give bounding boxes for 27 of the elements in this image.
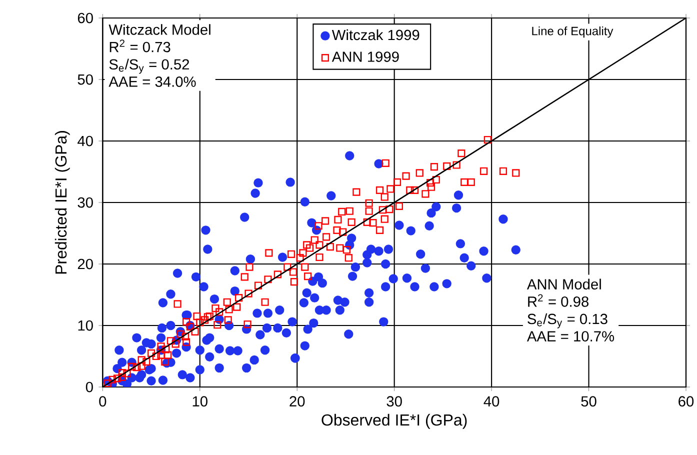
y-tick-label: 50	[78, 74, 93, 85]
x-tick-label: 10	[192, 396, 208, 407]
x-tick-label: 30	[386, 396, 402, 407]
x-tick-label: 60	[678, 396, 694, 407]
annotation: R$^{2}$ = 0.98	[528, 294, 588, 307]
y-axis-title: Predicted IE*I (GPa)	[54, 131, 70, 274]
legend-label: Witczak 1999	[332, 29, 420, 40]
annotation: Line of Equality	[532, 26, 614, 38]
x-tick-label: 40	[484, 396, 500, 407]
y-tick-label: 60	[78, 12, 93, 24]
y-tick-label: 0	[86, 382, 93, 392]
y-tick-label: 30	[78, 197, 93, 208]
annotation: R$^{2}$ = 0.73	[110, 40, 170, 52]
x-axis-title: Observed IE*I (GPa)	[322, 414, 467, 429]
legend-label: ANN 1999	[332, 52, 399, 62]
x-tick-label: 50	[581, 396, 596, 407]
annotation: AAE = 10.7%	[526, 331, 614, 342]
annotation: S$_{e}$/S$_{y}$ = 0.13	[528, 313, 608, 328]
annotation: ANN Model	[526, 278, 601, 290]
y-tick-label: 10	[78, 320, 93, 331]
annotation: Witczack Model	[108, 24, 210, 35]
y-tick-label: 20	[78, 258, 93, 270]
y-tick-label: 40	[78, 136, 93, 146]
annotation: S$_{e}$/S$_{y}$ = 0.52	[109, 58, 190, 74]
x-tick-label: 0	[99, 396, 106, 407]
x-tick-label: 20	[290, 396, 305, 407]
annotation: AAE = 34.0%	[108, 76, 196, 87]
